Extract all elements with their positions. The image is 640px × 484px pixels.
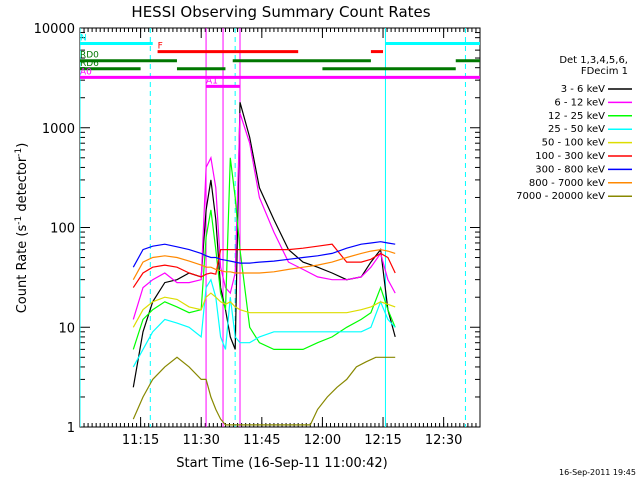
series-line [132,278,396,368]
x-tick-label: 11:15 [122,433,159,448]
chart-title: HESSI Observing Summary Count Rates [131,3,430,21]
flag-label: RD6 [80,59,99,69]
y-axis-label: Count Rate (s-1 detector-1) [14,143,30,314]
y-tick-label: 10000 [34,22,75,37]
y-axis-label-part2: detector [15,156,30,216]
series-line [132,113,396,320]
series-line [132,157,396,350]
legend-label: 7000 - 20000 keV [516,191,605,202]
x-tick-label: 11:45 [243,433,280,448]
legend-label: 12 - 25 keV [548,111,605,122]
series-line [132,248,396,280]
y-axis-label-sup1: -1 [14,216,24,225]
flag-label: A1 [206,76,218,86]
y-axis-label-sup2: -1 [14,148,24,157]
legend-label: 50 - 100 keV [542,138,606,149]
flag-label: N [80,33,87,43]
flag-label: F [158,42,163,52]
x-tick-label: 12:00 [304,433,341,448]
series-line [132,292,396,328]
legend-label: 800 - 7000 keV [529,178,605,189]
y-tick-label: 10 [58,321,75,336]
x-axis-label: Start Time (16-Sep-11 11:00:42) [176,456,387,471]
x-tick-label: 12:30 [425,433,462,448]
legend-label: 100 - 300 keV [535,151,605,162]
series-line [132,241,396,268]
legend-label: 25 - 50 keV [548,124,605,135]
flag-label: RD0 [80,51,99,61]
flag-label: A0 [80,67,92,77]
plot-area: 1 10 100 1000 10000 11:15 11:30 11:45 12:00 12:15… [34,22,481,448]
y-tick-label: 1 [67,421,75,436]
plot-frame [79,27,481,428]
y-tick-label: 100 [50,222,75,237]
y-axis-label-part3: ) [15,143,30,148]
legend-label: 300 - 800 keV [535,164,605,175]
y-tick-label: 1000 [42,122,75,137]
legend: Det 1,3,4,5,6,FDecim 1 3 - 6 keV 6 - 12 ke… [516,55,632,202]
y-axis-label-part1: Count Rate (s [15,225,30,314]
legend-label: 3 - 6 keV [561,84,605,95]
x-tick-label: 11:30 [182,433,219,448]
series-line [132,243,396,288]
legend-header: Det 1,3,4,5,6, [559,55,628,66]
legend-label: 6 - 12 keV [554,97,605,108]
timestamp: 16-Sep-2011 19:45 [559,468,636,477]
x-tick-label: 12:15 [364,433,401,448]
series-line [132,356,396,426]
legend-header: FDecim 1 [581,66,628,77]
